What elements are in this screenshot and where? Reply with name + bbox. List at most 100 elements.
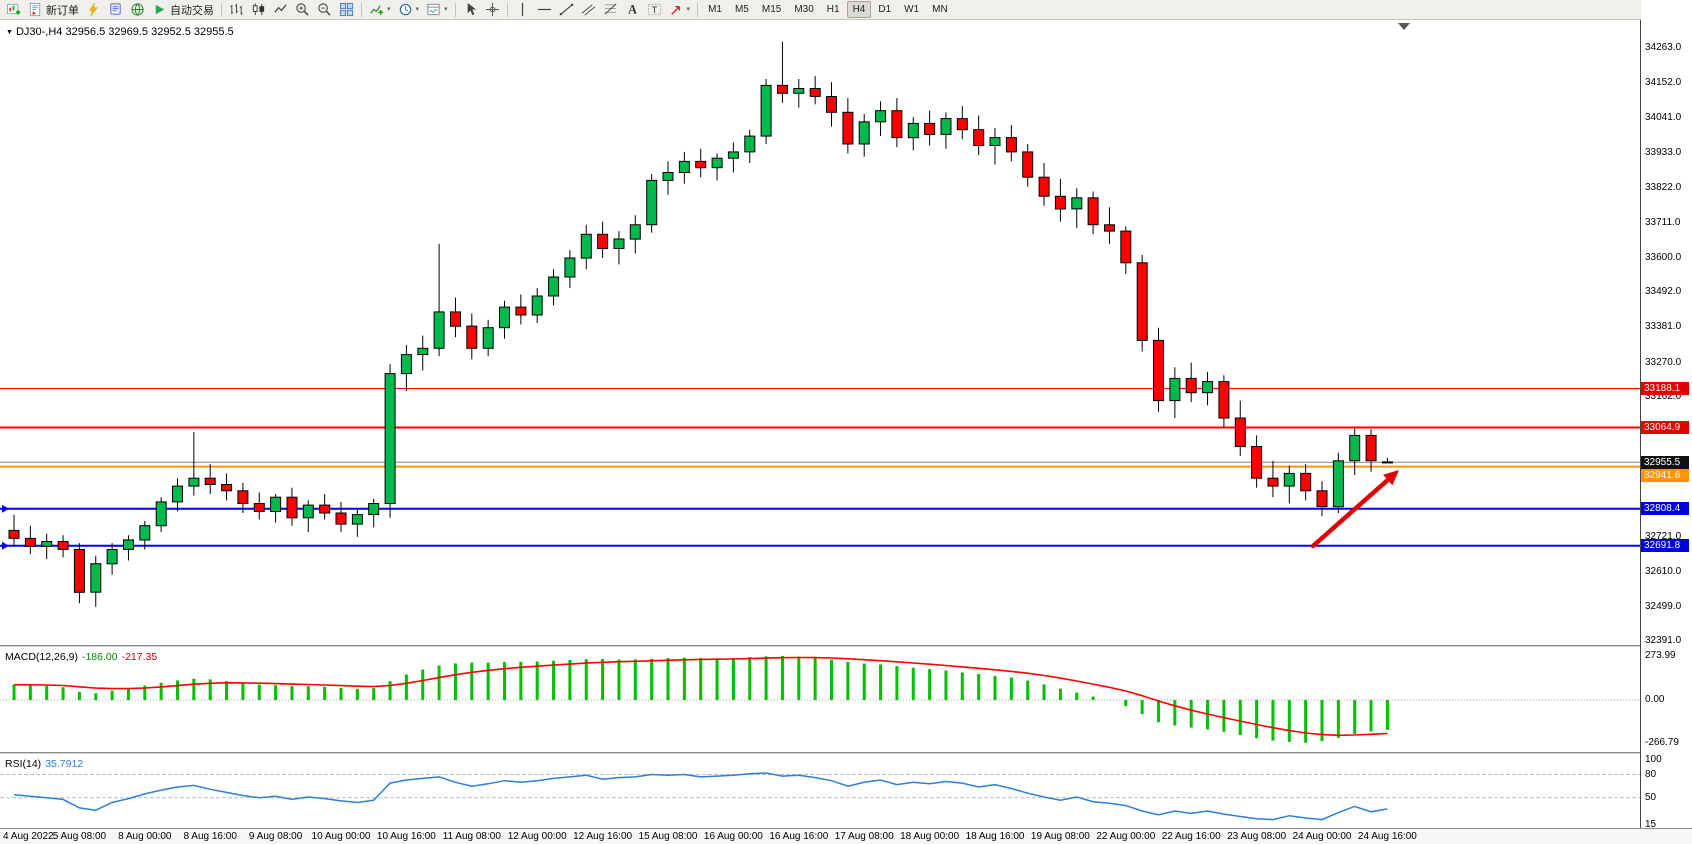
- timeframe-button-m1[interactable]: M1: [708, 4, 722, 15]
- time-label: 8 Aug 16:00: [183, 831, 237, 842]
- timeframe-button-m5[interactable]: M5: [734, 4, 749, 15]
- rsi-panel[interactable]: RSI(14) 35.7912: [0, 755, 1640, 827]
- time-label: 4 Aug 2022: [3, 831, 54, 842]
- indicators-icon: [370, 5, 384, 15]
- time-label: 17 Aug 08:00: [834, 831, 894, 842]
- macd-signal-value: -217.35: [121, 651, 158, 663]
- price-tick-label: 32499.0: [1645, 600, 1682, 612]
- price-tag: 33188.1: [1641, 382, 1689, 395]
- autotrading-button[interactable]: 自动交易: [149, 1, 217, 19]
- autotrading-label: 自动交易: [170, 4, 214, 17]
- price-tick-label: 33711.0: [1645, 216, 1681, 228]
- tile-windows-button[interactable]: [336, 1, 357, 19]
- crosshair-icon: [485, 2, 499, 17]
- chevron-down-icon: ▾: [387, 6, 391, 13]
- macd-panel[interactable]: MACD(12,26,9) -186.00 -217.35: [0, 648, 1640, 752]
- trendline-icon: [559, 3, 573, 16]
- price-tag: 32941.6: [1641, 468, 1689, 482]
- community-button[interactable]: [127, 1, 148, 19]
- periods-button[interactable]: ▾: [395, 1, 423, 19]
- zoom-in-icon: [296, 3, 309, 16]
- zoom-in-button[interactable]: [292, 1, 313, 19]
- main-chart-panel[interactable]: ▼ DJ30-,H4 32956.5 32969.5 32952.5 32955.…: [0, 20, 1640, 645]
- vertical-line-tool-button[interactable]: [512, 1, 533, 19]
- text-tool-button[interactable]: A: [622, 1, 643, 19]
- main-chart-svg[interactable]: [0, 20, 1640, 645]
- timeframe-button-d1[interactable]: D1: [878, 4, 892, 15]
- timeframe-button-m15[interactable]: M15: [761, 4, 782, 15]
- arrow-tool-icon: [670, 5, 680, 15]
- templates-button[interactable]: ▾: [423, 1, 451, 19]
- timeframe-button-m30[interactable]: M30: [794, 4, 814, 15]
- channel-tool-button[interactable]: [578, 1, 599, 19]
- line-anchor-marker: [2, 504, 9, 513]
- time-axis[interactable]: 4 Aug 2022 5 Aug 08:00 8 Aug 00:00 8 Aug 16…: [0, 828, 1692, 844]
- svg-text:T: T: [651, 5, 657, 15]
- metaeditor-button[interactable]: [83, 1, 104, 19]
- price-tick-label: 33600.0: [1645, 252, 1682, 263]
- indicators-button[interactable]: ▾: [366, 1, 394, 19]
- price-tick-label: 33162.0: [1645, 390, 1682, 402]
- candlestick-mode-button[interactable]: [248, 1, 269, 19]
- toolbar-separator: [221, 2, 222, 17]
- timeframe-button-mn[interactable]: MN: [932, 4, 948, 15]
- red-arrow-annotation[interactable]: [1310, 477, 1391, 549]
- time-label: 22 Aug 16:00: [1161, 831, 1221, 842]
- text-label-tool-button[interactable]: T: [644, 1, 665, 19]
- cursor-tool-button[interactable]: [460, 1, 481, 19]
- panel-separator[interactable]: [0, 752, 1692, 755]
- rsi-value: 35.7912: [45, 758, 84, 770]
- trendline-tool-button[interactable]: [556, 1, 577, 19]
- macd-axis-label: 0.00: [1645, 694, 1665, 705]
- zoom-out-button[interactable]: [314, 1, 335, 19]
- timeframe-button-w1[interactable]: W1: [904, 4, 920, 15]
- horizontal-line-tool-button[interactable]: [534, 1, 555, 19]
- fibonacci-tool-button[interactable]: [600, 1, 621, 19]
- fibonacci-icon: [604, 3, 616, 15]
- templates-icon: [427, 3, 440, 16]
- svg-text:A: A: [628, 3, 637, 17]
- toolbar: 新订单 自动交易 ▾ ▾ ▾: [0, 0, 1692, 20]
- line-chart-icon: [274, 4, 287, 13]
- time-label: 18 Aug 16:00: [965, 831, 1025, 842]
- time-label: 24 Aug 16:00: [1357, 831, 1417, 842]
- panel-separator[interactable]: [0, 645, 1692, 648]
- chart-shift-marker[interactable]: [1398, 23, 1410, 30]
- price-tag: 32808.4: [1641, 502, 1689, 516]
- time-label: 8 Aug 00:00: [118, 831, 172, 842]
- toolbar-separator: [361, 2, 362, 17]
- time-label: 24 Aug 00:00: [1292, 831, 1352, 842]
- new-order-button[interactable]: 新订单: [25, 1, 82, 19]
- rsi-axis-label: 80: [1645, 768, 1657, 780]
- strategy-tester-button[interactable]: [105, 1, 126, 19]
- timeframe-button-h4[interactable]: H4: [846, 1, 872, 18]
- toolbar-separator: [697, 2, 699, 17]
- macd-svg[interactable]: [0, 648, 1640, 752]
- rsi-axis-label: 15: [1645, 819, 1657, 830]
- macd-signal-line: [13, 656, 1388, 737]
- rsi-svg[interactable]: [0, 755, 1640, 827]
- macd-axis-label: -266.79: [1645, 736, 1679, 748]
- axis-divider: [1640, 20, 1641, 828]
- dropdown-triangle-icon[interactable]: ▼: [6, 29, 13, 36]
- new-chart-button[interactable]: [3, 1, 24, 19]
- crosshair-tool-button[interactable]: [482, 1, 503, 19]
- price-axis[interactable]: 34263.0 34152.0 34041.0 33933.0 33822.0 33711…: [1641, 0, 1692, 844]
- line-chart-mode-button[interactable]: [270, 1, 291, 19]
- new-chart-icon: [6, 3, 21, 15]
- time-label: 22 Aug 00:00: [1096, 831, 1156, 842]
- chevron-down-icon: ▾: [444, 6, 448, 13]
- toolbar-separator: [454, 2, 456, 17]
- candles: [8, 41, 1393, 607]
- timeframe-button-h1[interactable]: H1: [826, 4, 840, 15]
- horizontal-line-icon: [537, 8, 551, 11]
- arrows-tool-button[interactable]: ▾: [666, 1, 694, 19]
- macd-label: MACD(12,26,9) -186.00 -217.35: [5, 651, 161, 663]
- price-tick-label: 33933.0: [1645, 146, 1682, 158]
- community-globe-icon: [131, 3, 144, 16]
- time-label: 12 Aug 00:00: [507, 831, 567, 842]
- time-label: 10 Aug 16:00: [376, 831, 436, 842]
- bar-chart-mode-button[interactable]: [226, 1, 247, 19]
- tile-windows-icon: [339, 2, 354, 17]
- price-tick-label: 34152.0: [1645, 77, 1682, 89]
